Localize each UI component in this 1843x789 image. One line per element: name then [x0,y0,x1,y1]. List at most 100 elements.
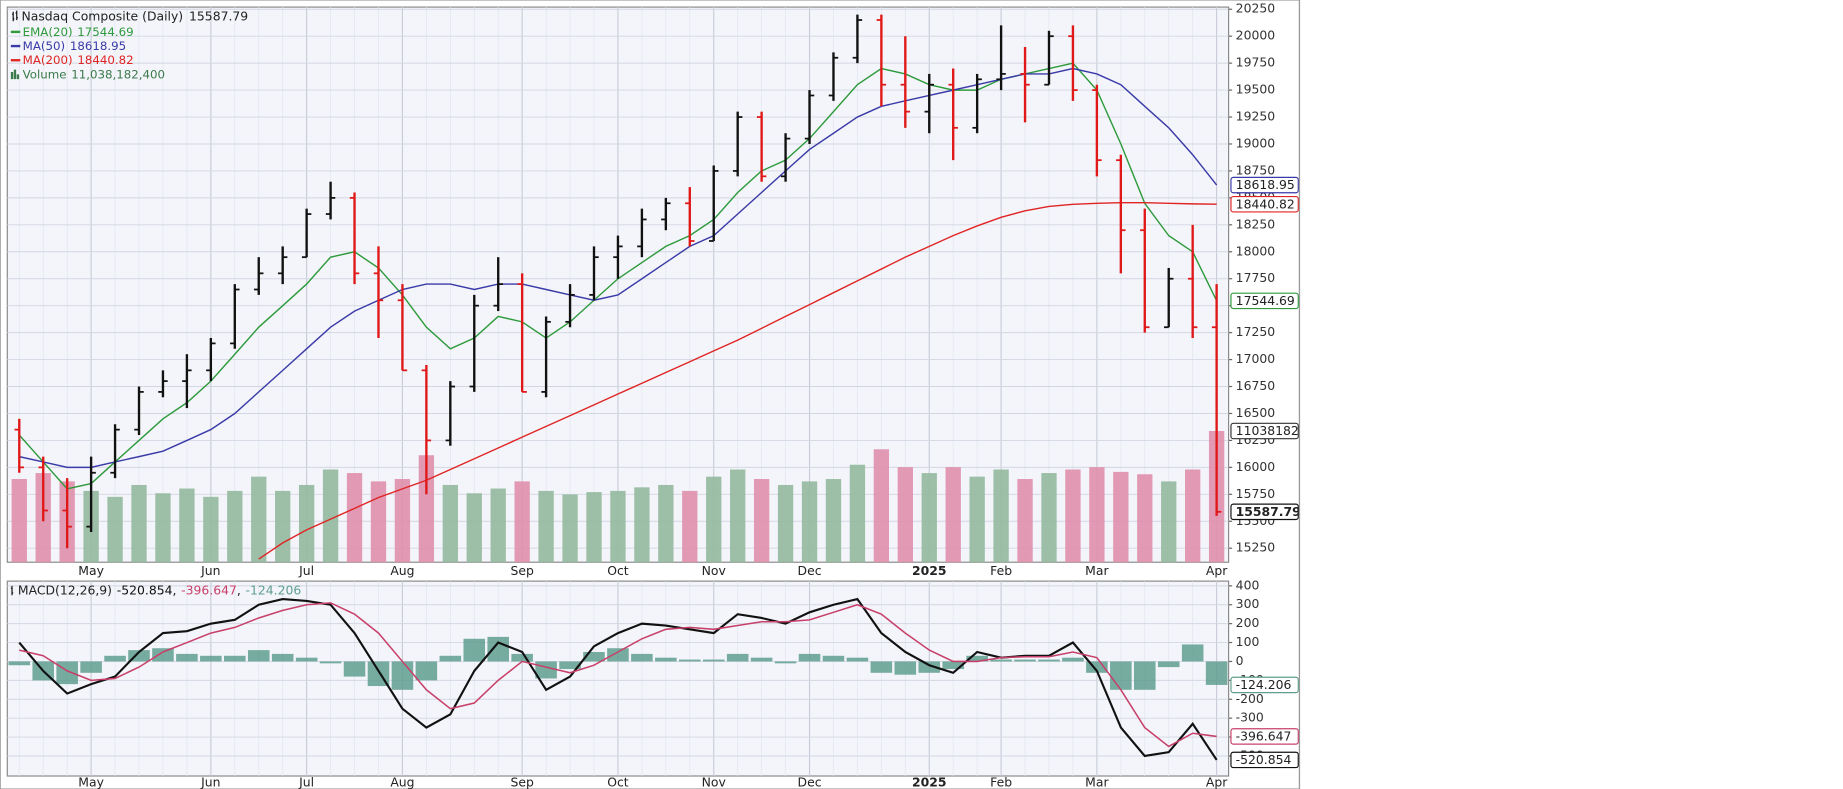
value-badge [1230,422,1299,440]
value-badge-label: -124.206 [1236,677,1292,692]
y-tick-label: 16000 [1236,459,1276,474]
volume-bar [203,496,219,563]
y-tick-label: -200 [1236,691,1264,706]
histogram-bar [631,653,653,662]
histogram-bar [702,659,725,662]
volume-bar [298,484,315,563]
volume-bar [993,469,1009,563]
x-tick-label: Aug [390,563,414,578]
y-tick-label: 19500 [1236,82,1276,97]
legend-entry: MA(50) 18618.95 [23,39,126,53]
value-badge [1230,195,1299,213]
histogram-bar [583,652,605,662]
histogram-bar [894,661,917,675]
y-tick-label: 19250 [1236,109,1276,124]
x-tick-label: Jul [298,563,314,578]
volume-bar [562,494,578,563]
histogram-bar [774,661,797,664]
x-tick-label: Mar [1085,775,1109,789]
x-tick-label: Apr [1206,775,1228,789]
volume-bar [634,487,650,563]
y-tick-label: 200 [1236,615,1260,630]
volume-bar [1185,469,1201,563]
x-tick-label: Jun [200,563,220,578]
volume-bar [1041,473,1057,563]
y-tick-label: 18250 [1236,216,1276,231]
histogram-bar [271,653,294,662]
volume-bar [658,484,674,563]
macd-line [19,602,1217,748]
histogram-bar [990,659,1012,662]
histogram-bar [343,661,366,677]
panel-title-value: -520.854 [117,582,173,597]
legend-value: 17544.69 [77,24,133,38]
volume-bar [1089,467,1105,563]
x-tick-label: Aug [390,775,414,789]
volume-bar [1161,481,1177,563]
histogram-bar [152,648,174,662]
y-tick-label: 19750 [1236,55,1276,70]
volume-bar [610,490,626,563]
x-tick-label: Jul [298,775,314,789]
histogram-bar [750,657,773,662]
y-tick-label: 16750 [1236,378,1276,393]
legend-value: 18440.82 [77,53,133,67]
x-tick-label: Feb [990,775,1012,789]
legend-entry: MA(200) 18440.82 [23,53,134,67]
histogram-bar [607,648,629,662]
panel-title-value: -124.206 [246,582,302,597]
value-badge-label: -520.854 [1236,752,1292,767]
x-tick-label: May [78,563,104,578]
chart-title-text: Nasdaq Composite (Daily) [21,8,183,23]
volume-bar [777,484,794,563]
value-badge [1230,503,1299,521]
volume-bar [442,484,458,563]
y-tick-label: 18000 [1236,243,1276,258]
moving-average-line [19,67,1218,469]
value-badge-label: 17544.69 [1236,293,1295,308]
histogram-bar [1110,661,1132,690]
histogram-bar [200,655,222,662]
volume-bar [251,476,267,563]
histogram-bar [1157,661,1180,668]
legend-name: Volume [23,67,67,81]
legend-entry: Volume 11,038,182,400 [23,67,165,81]
volume-bar [1113,471,1129,563]
legend-volume-icon [10,69,20,80]
x-tick-label: Sep [510,775,533,789]
chart-title-value: 15587.79 [189,8,248,23]
volume-bar [586,492,602,563]
histogram-bar [247,650,270,662]
histogram-bar [487,636,509,662]
volume-bar [514,481,530,563]
value-badge [1230,728,1299,745]
y-tick-label: 20000 [1236,28,1276,43]
y-tick-label: 0 [1236,653,1244,668]
panel-title-value: -396.647 [181,582,237,597]
histogram-bar [679,659,701,662]
histogram-bar [104,655,126,662]
legend-entry: EMA(20) 17544.69 [23,24,134,38]
histogram-bar [8,661,31,666]
histogram-bar [1014,659,1036,662]
volume-bar [1137,474,1153,563]
histogram-bar [1134,661,1156,690]
value-badge [1230,176,1299,194]
volume-bar [730,469,746,563]
moving-average-line [258,201,1217,560]
y-tick-label: 19000 [1236,135,1276,150]
value-badge-label: 15587.79 [1236,504,1301,519]
histogram-bar [798,653,821,662]
y-tick-label: 20250 [1236,1,1276,16]
value-badge-label: 18618.95 [1236,177,1295,192]
separator: , [237,582,241,597]
x-tick-label: Apr [1206,563,1228,578]
volume-bar [921,473,937,563]
y-tick-label: 300 [1236,596,1260,611]
histogram-bar [415,661,438,681]
volume-bar [682,490,698,563]
histogram-bar [1205,661,1228,685]
volume-bar [107,496,123,563]
y-tick-label: 17750 [1236,270,1276,285]
